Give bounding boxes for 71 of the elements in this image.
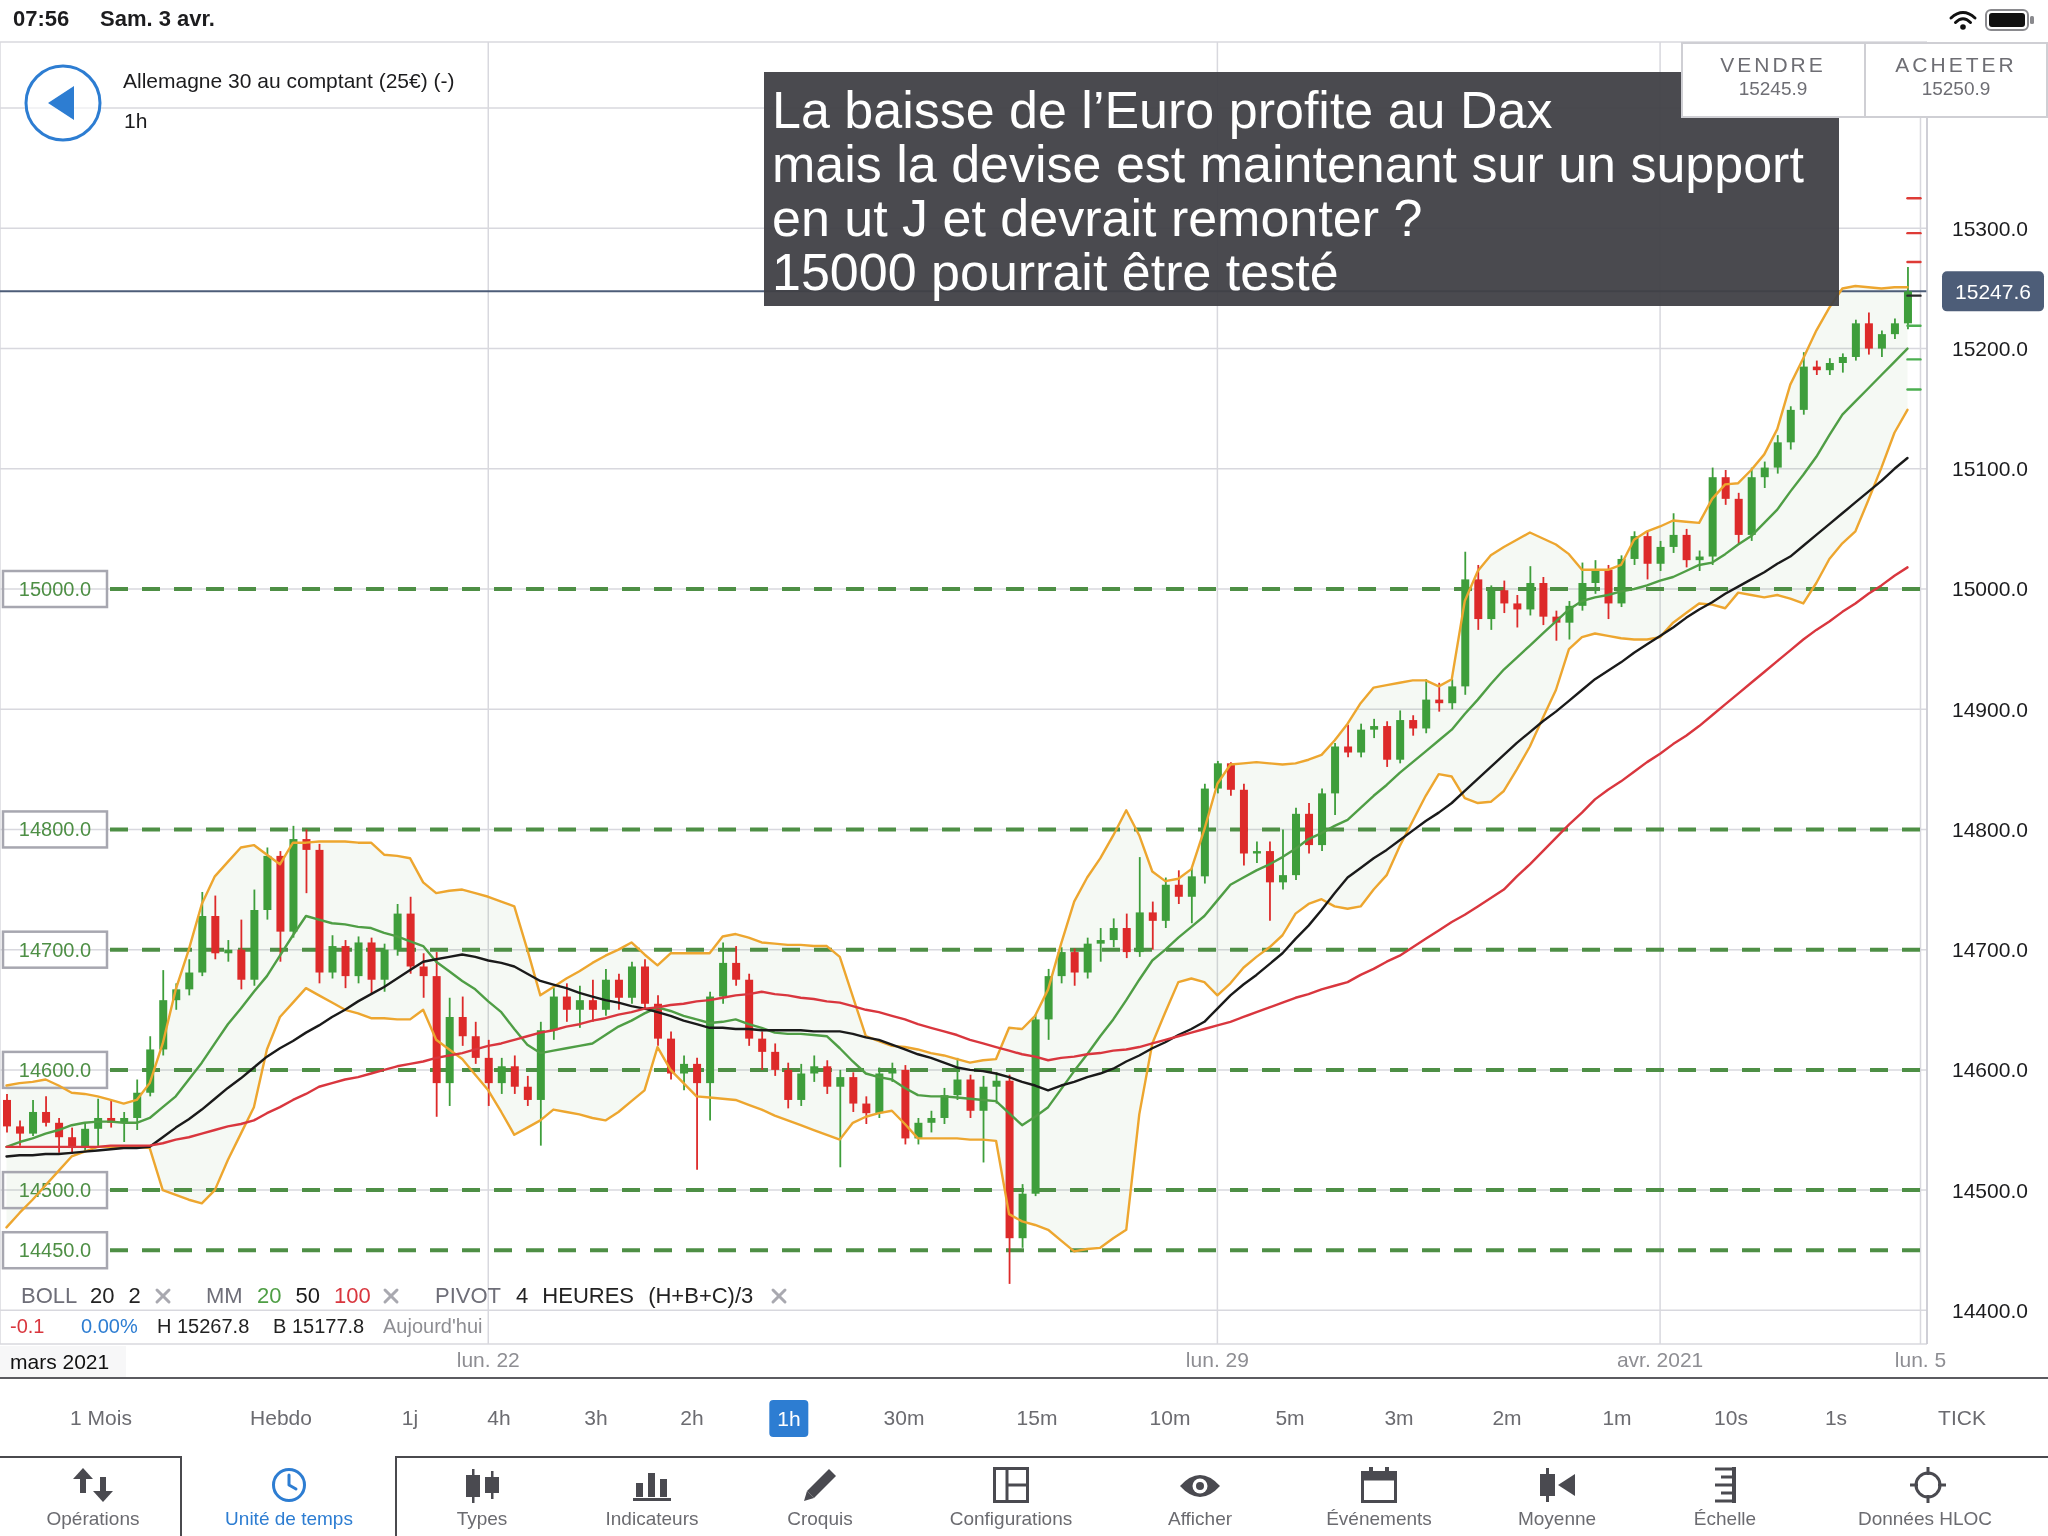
text: 1s bbox=[1824, 1405, 1848, 1431]
ref-line-label: 14600.0 bbox=[18, 1058, 92, 1081]
annotation: La baisse de l’Euro profite au Dax bbox=[772, 81, 1553, 139]
text: 2h bbox=[680, 1405, 704, 1431]
ref-line-label: 15000.0 bbox=[18, 578, 92, 601]
text: Allemagne 30 au comptant (25€) (-) bbox=[123, 69, 455, 93]
ref-line-label: 15247.6 bbox=[1955, 279, 2031, 303]
text: 50 bbox=[295, 1282, 320, 1310]
y-tick-label: 14700.0 bbox=[1952, 938, 2028, 962]
text: 3h bbox=[584, 1405, 608, 1431]
annotation: H 15267.8 bbox=[157, 1314, 250, 1338]
annotation: B 15177.8 bbox=[273, 1314, 365, 1338]
text: 1m bbox=[1602, 1405, 1632, 1431]
text: Unité de temps bbox=[225, 1507, 353, 1531]
text: 07:56 bbox=[13, 6, 70, 32]
text: 1h bbox=[769, 1400, 809, 1437]
y-tick-label: 15000.0 bbox=[1952, 577, 2028, 601]
y-tick-label: 14600.0 bbox=[1952, 1058, 2028, 1082]
annotation: 15245.9 bbox=[1738, 78, 1808, 100]
text: 1j bbox=[401, 1405, 419, 1431]
text: Opérations bbox=[46, 1507, 140, 1531]
annotation: PIVOT bbox=[435, 1282, 502, 1310]
text: Indicateurs bbox=[605, 1507, 699, 1531]
annotation: 4 HEURES (H+B+C)/3 bbox=[516, 1282, 754, 1310]
annotation: 15250.9 bbox=[1921, 78, 1991, 100]
text: mars 2021 bbox=[0, 1346, 126, 1377]
y-tick-label: 14400.0 bbox=[1952, 1298, 2028, 1322]
annotation: BOLL bbox=[21, 1282, 78, 1310]
y-tick-label: 14900.0 bbox=[1952, 697, 2028, 721]
text: 100 bbox=[333, 1282, 371, 1310]
x-tick-label: avr. 2021 bbox=[1616, 1347, 1704, 1371]
annotation: MM bbox=[206, 1282, 243, 1310]
x-tick-label: lun. 22 bbox=[456, 1347, 520, 1371]
y-tick-label: 14500.0 bbox=[1952, 1178, 2028, 1202]
text: Échelle bbox=[1693, 1507, 1757, 1531]
annotation: -0.1 bbox=[10, 1314, 45, 1338]
annotation: 20 2 bbox=[90, 1282, 141, 1310]
text: Afficher bbox=[1167, 1507, 1233, 1531]
annotation: Aujourd'hui bbox=[383, 1314, 483, 1338]
text: Événements bbox=[1326, 1507, 1432, 1531]
annotation: ACHETER bbox=[1895, 53, 2017, 77]
text: Types bbox=[456, 1507, 508, 1531]
text: 10m bbox=[1149, 1405, 1191, 1431]
text: Données HLOC bbox=[1857, 1507, 1993, 1531]
text: Croquis bbox=[787, 1507, 853, 1531]
y-tick-label: 14800.0 bbox=[1952, 817, 2028, 841]
ref-line-label: 14700.0 bbox=[18, 938, 92, 961]
y-tick-label: 15300.0 bbox=[1952, 216, 2028, 240]
text: 3m bbox=[1384, 1405, 1414, 1431]
y-tick-label: 15100.0 bbox=[1952, 457, 2028, 481]
text: 30m bbox=[883, 1405, 925, 1431]
text: Sam. 3 avr. bbox=[100, 6, 215, 32]
text: 1h bbox=[124, 109, 148, 133]
text: Hebdo bbox=[250, 1405, 312, 1431]
x-tick-label: lun. 29 bbox=[1185, 1347, 1249, 1371]
text: 15m bbox=[1016, 1405, 1058, 1431]
annotation: 0.00% bbox=[81, 1314, 138, 1338]
text: Configurations bbox=[949, 1507, 1073, 1531]
text: 4h bbox=[487, 1405, 511, 1431]
text: 20 bbox=[257, 1282, 282, 1310]
text: 1 Mois bbox=[70, 1405, 132, 1431]
text: 5m bbox=[1275, 1405, 1305, 1431]
text: TICK bbox=[1938, 1405, 1986, 1431]
text: Moyenne bbox=[1517, 1507, 1597, 1531]
x-tick-label: lun. 5 bbox=[1894, 1347, 1947, 1371]
annotation: VENDRE bbox=[1720, 53, 1826, 77]
ref-line-label: 14450.0 bbox=[18, 1239, 92, 1262]
text: 10s bbox=[1714, 1405, 1748, 1431]
ref-line-label: 14800.0 bbox=[18, 818, 92, 841]
text: 2m bbox=[1492, 1405, 1522, 1431]
y-tick-label: 15200.0 bbox=[1952, 337, 2028, 361]
